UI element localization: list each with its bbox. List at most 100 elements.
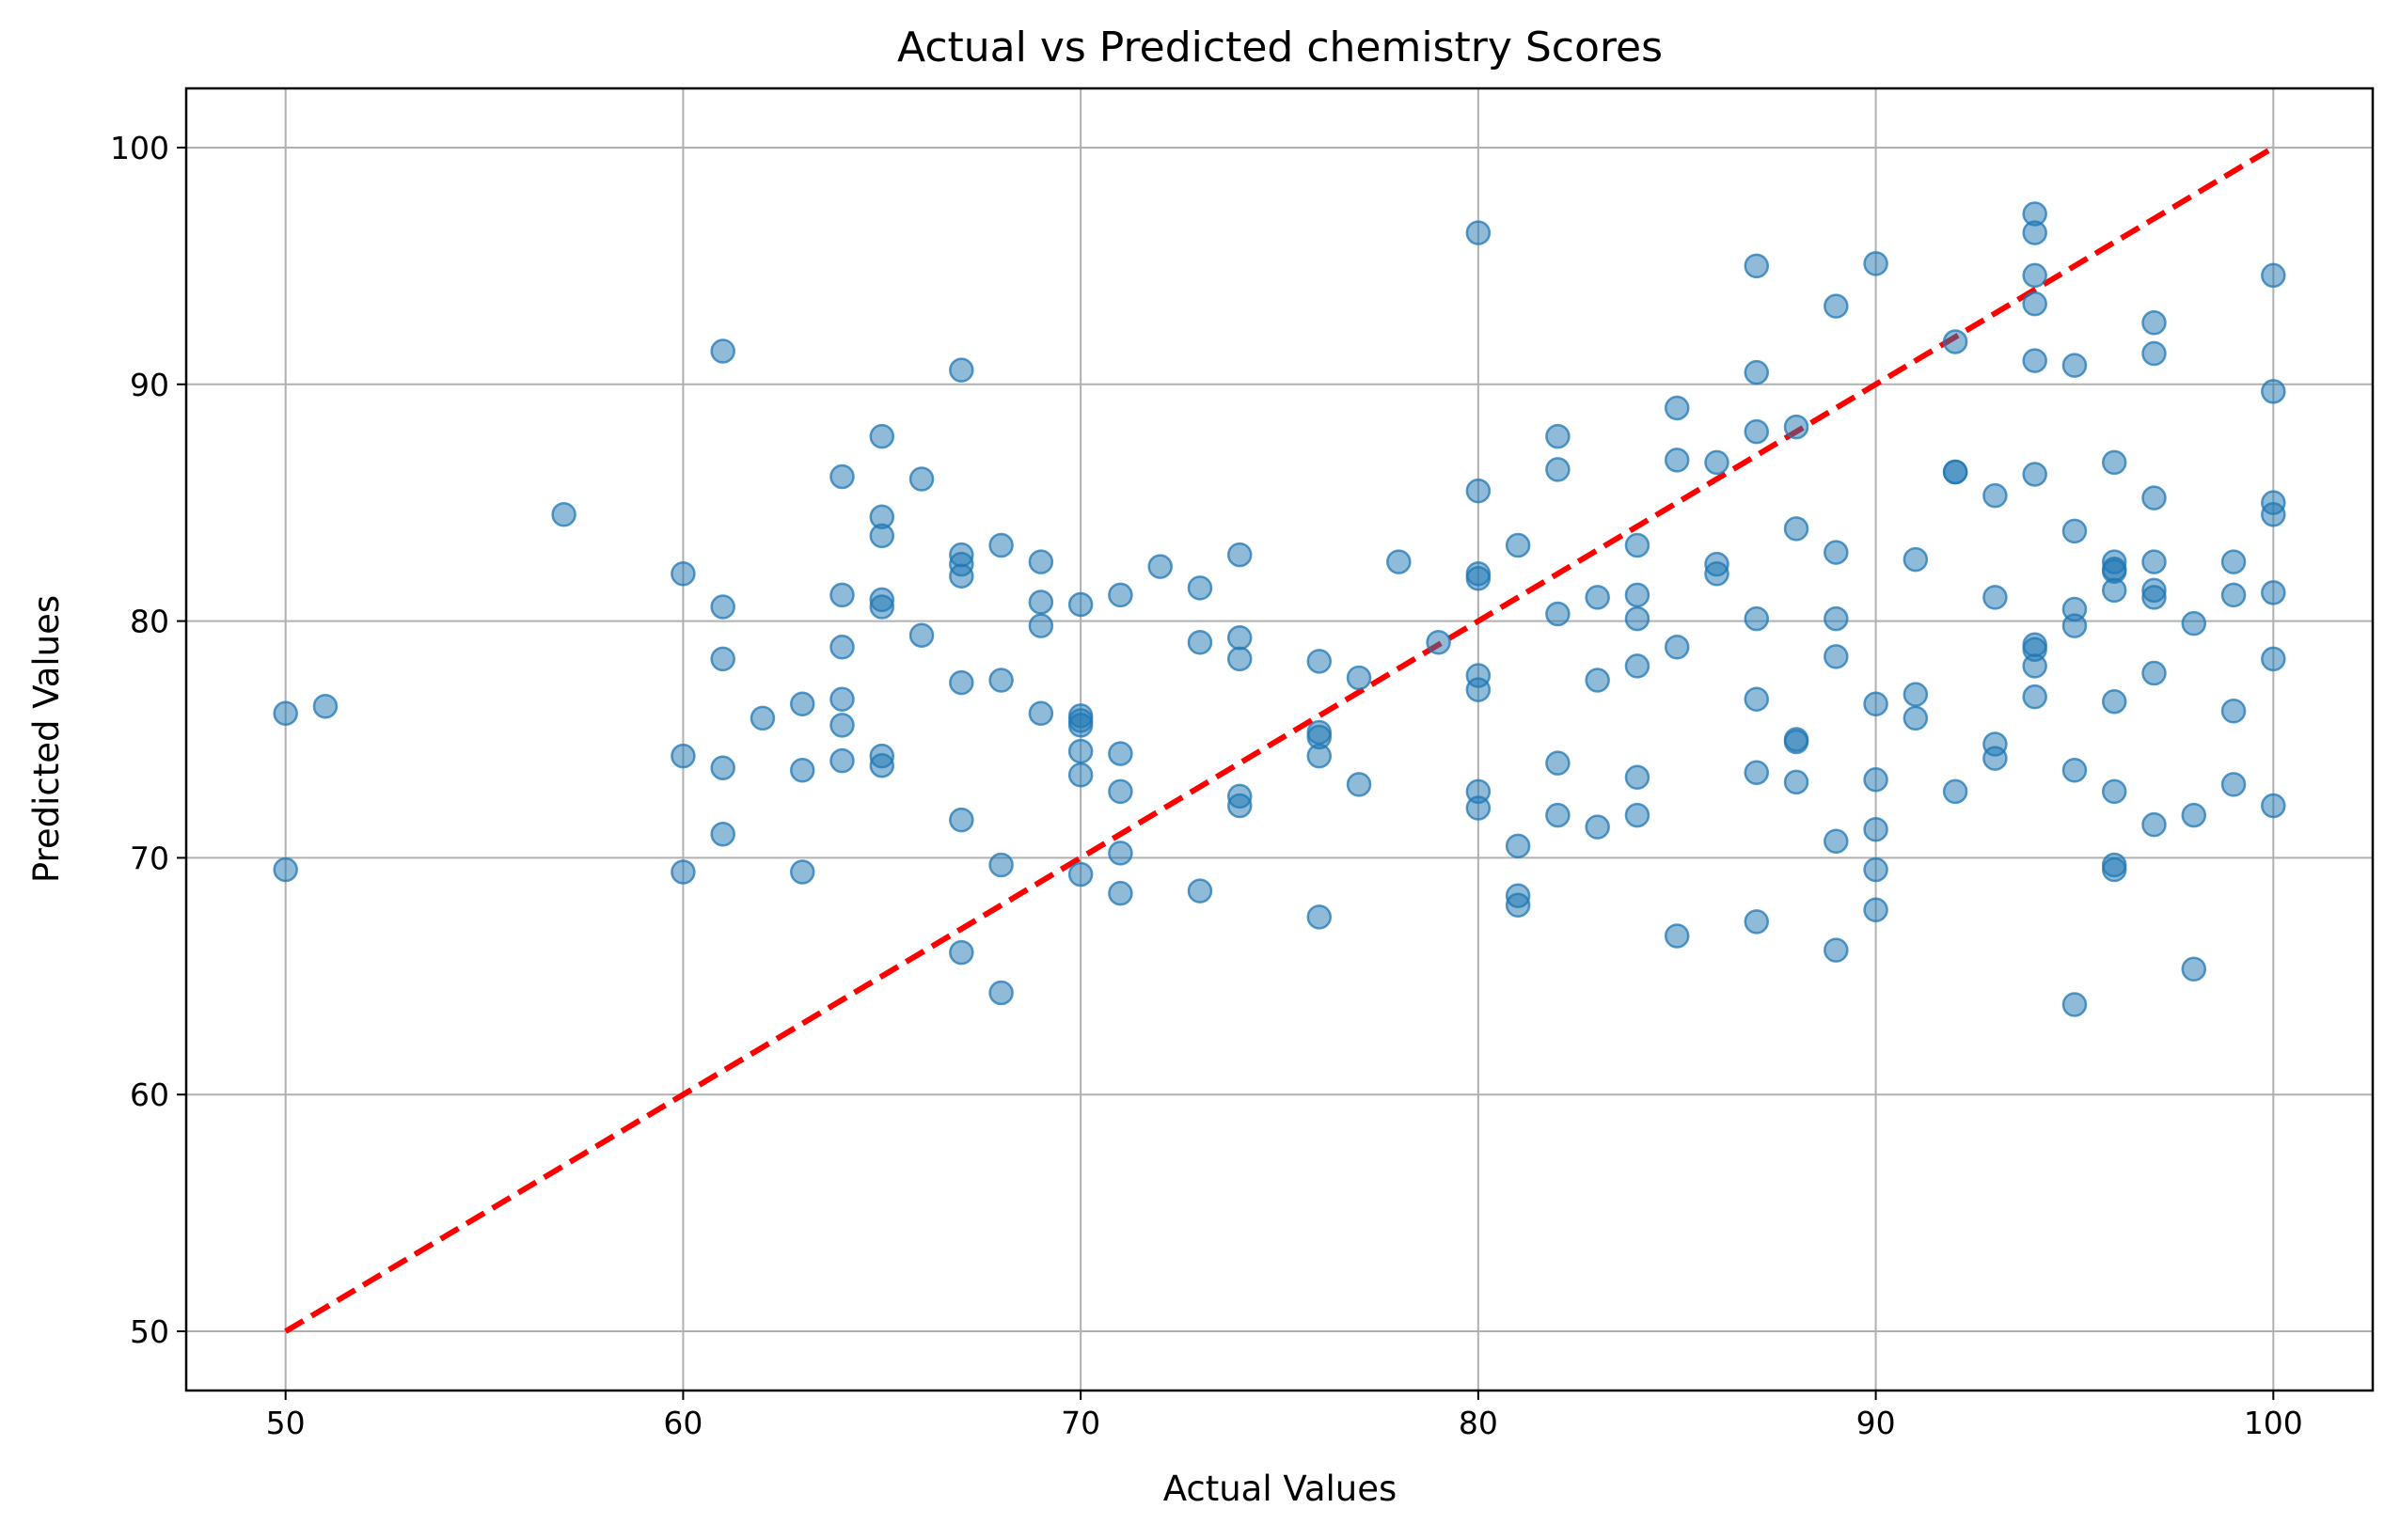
data-point xyxy=(1028,700,1054,727)
data-point xyxy=(2101,688,2127,715)
data-point xyxy=(2061,992,2088,1017)
data-point xyxy=(908,466,935,492)
data-point xyxy=(1982,746,2008,771)
data-point xyxy=(1067,738,1094,764)
data-point xyxy=(2261,262,2286,289)
data-point xyxy=(2061,757,2088,783)
data-point xyxy=(710,755,735,780)
data-point xyxy=(1783,414,1809,440)
data-point xyxy=(2261,502,2286,527)
data-point xyxy=(2141,310,2167,336)
data-point xyxy=(1863,691,1888,716)
data-point xyxy=(750,705,776,731)
data-point xyxy=(789,859,815,885)
data-point xyxy=(1386,549,1412,574)
data-point xyxy=(829,713,855,738)
data-point xyxy=(1147,554,1173,579)
y-tick-label: 60 xyxy=(130,1076,169,1113)
data-point xyxy=(1028,549,1054,574)
data-point xyxy=(1863,767,1888,793)
data-point xyxy=(1108,880,1133,906)
data-point xyxy=(1028,613,1054,638)
data-point xyxy=(1744,359,1770,385)
data-point xyxy=(829,747,855,774)
data-point xyxy=(1187,630,1213,655)
data-point xyxy=(2261,646,2286,672)
data-point xyxy=(2141,811,2167,838)
data-point xyxy=(1942,459,1968,485)
data-point xyxy=(829,686,855,712)
x-tick-label: 70 xyxy=(1061,1405,1100,1441)
data-point xyxy=(1824,937,1849,963)
data-point xyxy=(1426,630,1451,655)
data-point xyxy=(1903,546,1929,573)
data-point xyxy=(1863,856,1888,883)
data-point xyxy=(1624,802,1650,828)
y-tick-label: 100 xyxy=(110,130,169,166)
data-point xyxy=(710,821,735,847)
data-point xyxy=(2061,518,2088,544)
data-point xyxy=(1545,457,1571,482)
data-point xyxy=(1824,605,1849,632)
data-point xyxy=(1942,778,1968,805)
data-point xyxy=(1585,668,1610,693)
data-point xyxy=(908,622,935,648)
data-point xyxy=(2220,772,2247,797)
data-point xyxy=(710,646,735,672)
data-point xyxy=(2022,262,2047,289)
data-point xyxy=(551,502,576,527)
data-point xyxy=(2220,582,2247,608)
data-point xyxy=(1028,589,1054,615)
data-point xyxy=(2181,802,2207,828)
data-point xyxy=(1346,772,1372,797)
data-point xyxy=(2022,220,2047,245)
data-point xyxy=(1306,904,1333,930)
data-point xyxy=(949,669,974,696)
x-tick-label: 80 xyxy=(1459,1405,1498,1441)
data-point xyxy=(988,852,1014,878)
data-point xyxy=(949,563,974,589)
data-point xyxy=(949,939,974,966)
data-point xyxy=(1545,601,1571,627)
data-point xyxy=(1108,582,1133,608)
data-point xyxy=(671,560,696,587)
data-point xyxy=(1863,251,1888,276)
data-point xyxy=(1226,646,1253,672)
data-point xyxy=(1108,741,1133,766)
data-points xyxy=(273,201,2286,1017)
data-point xyxy=(1903,682,1929,707)
data-point xyxy=(2022,653,2047,679)
data-point xyxy=(1505,833,1531,859)
chart-title: Actual vs Predicted chemistry Scores xyxy=(897,24,1663,71)
data-point xyxy=(2261,379,2286,404)
data-point xyxy=(1744,909,1770,935)
data-point xyxy=(1982,482,2008,509)
data-point xyxy=(2181,610,2207,636)
data-point xyxy=(829,464,855,490)
data-point xyxy=(1982,585,2008,610)
data-point xyxy=(789,691,815,716)
data-point xyxy=(2141,340,2167,367)
data-point xyxy=(2022,348,2047,373)
data-point xyxy=(1465,220,1492,245)
data-point xyxy=(312,693,339,719)
data-point xyxy=(1585,585,1610,610)
data-point xyxy=(1824,644,1849,669)
data-point xyxy=(1624,653,1650,679)
data-point xyxy=(2141,585,2167,610)
data-point xyxy=(1465,566,1492,591)
data-point xyxy=(1545,423,1571,449)
x-tick-label: 50 xyxy=(266,1405,306,1441)
data-point xyxy=(789,757,815,783)
data-point xyxy=(2101,778,2127,805)
data-point xyxy=(1783,729,1809,755)
data-point xyxy=(1465,478,1492,504)
data-point xyxy=(1187,878,1213,904)
data-point xyxy=(2061,613,2088,638)
data-point xyxy=(1624,605,1650,632)
data-point xyxy=(671,859,696,885)
data-point xyxy=(1346,665,1372,691)
grid xyxy=(186,88,2373,1391)
data-point xyxy=(829,635,855,660)
data-point xyxy=(2261,580,2286,605)
